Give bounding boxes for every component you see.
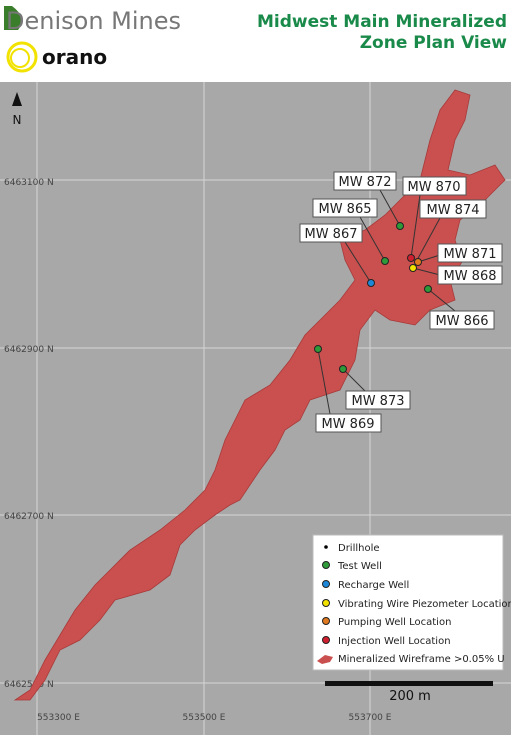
well-labels: MW 872 MW 870 MW 865 MW 874 MW 867 MW 87… (299, 171, 503, 433)
legend-label: Injection Well Location (338, 636, 451, 647)
legend-label: Recharge Well (338, 580, 409, 591)
header-bg (0, 0, 511, 82)
easting-label: 553500 E (183, 713, 226, 723)
title-line-1: Midwest Main Mineralized (257, 12, 507, 32)
legend-label: Drillhole (338, 543, 380, 554)
well-label: MW 869 (321, 417, 374, 432)
north-arrow (12, 92, 22, 106)
denison-logo-mark (4, 6, 22, 30)
orano-logo: orano (42, 45, 107, 69)
legend-label: Test Well (337, 561, 382, 572)
legend-box (312, 534, 504, 671)
well-label: MW 871 (443, 247, 496, 262)
well-label: MW 872 (338, 175, 391, 190)
denison-logo: Denison Mines (6, 7, 181, 35)
well-label: MW 865 (318, 202, 371, 217)
well-label: MW 867 (304, 227, 357, 242)
legend-label: Mineralized Wireframe >0.05% U (338, 654, 505, 665)
northing-label: 6463100 N (4, 178, 54, 188)
north-label: N (13, 113, 22, 127)
northing-label: 6462700 N (4, 512, 54, 522)
well-label: MW 866 (435, 314, 488, 329)
scale-bar (325, 681, 493, 686)
northing-label: 6462900 N (4, 345, 54, 355)
scale-label: 200 m (389, 689, 431, 704)
well-label: MW 870 (407, 180, 460, 195)
legend: Drillhole Test Well Recharge Well Vibrat… (312, 534, 511, 671)
wells (314, 222, 432, 373)
orebody-wireframe (13, 89, 506, 701)
well-label: MW 868 (443, 269, 496, 284)
easting-label: 553300 E (37, 713, 80, 723)
legend-label: Vibrating Wire Piezometer Location (338, 599, 511, 610)
legend-label: Pumping Well Location (338, 617, 451, 628)
well-label: MW 874 (426, 203, 479, 218)
well-label: MW 873 (351, 394, 404, 409)
title-line-2: Zone Plan View (360, 33, 508, 53)
easting-label: 553700 E (349, 713, 392, 723)
orano-logo-mark (6, 41, 38, 73)
northing-label: 6462500 N (4, 680, 54, 690)
